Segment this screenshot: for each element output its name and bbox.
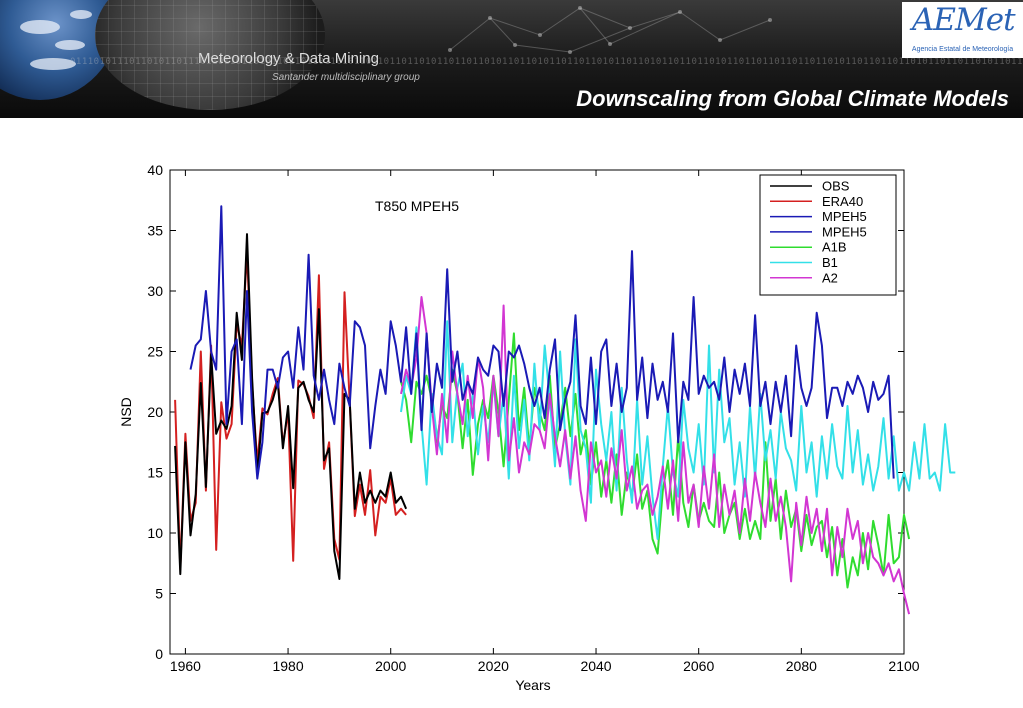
- x-tick-label: 2080: [786, 658, 817, 674]
- x-tick-label: 2100: [888, 658, 919, 674]
- x-axis-label: Years: [515, 677, 550, 693]
- brand-title: Meteorology & Data Mining: [198, 50, 379, 67]
- y-axis-label: NSD: [118, 397, 134, 427]
- y-tick-label: 40: [147, 162, 163, 178]
- logo-subtext: Agencia Estatal de Meteorología: [911, 46, 1014, 53]
- legend-label-b1: B1: [822, 255, 838, 270]
- series-line-a1b: [400, 332, 911, 589]
- axis-ticks: 1960 1980 2000 2020 2040 2060 2080 210005101520…: [147, 162, 919, 674]
- y-tick-label: 15: [147, 465, 163, 481]
- x-tick-label: 2000: [375, 658, 406, 674]
- series-lines: [174, 205, 956, 615]
- series-line-obs: [174, 233, 408, 580]
- y-tick-label: 20: [147, 404, 163, 420]
- series-line-mpeh5: [189, 205, 895, 480]
- x-tick-label: 1960: [170, 658, 201, 674]
- header-banner: 0111010111011010110111011011011010110110…: [0, 0, 1023, 118]
- x-tick-label: 1980: [272, 658, 303, 674]
- y-tick-label: 35: [147, 223, 163, 239]
- legend-label-era40: ERA40: [822, 194, 863, 209]
- series-line-a2: [400, 296, 911, 615]
- binary-pattern: 0111010111011010110111011011011010110110…: [70, 57, 1023, 67]
- network-graph-icon: [448, 6, 772, 54]
- x-tick-label: 2020: [478, 658, 509, 674]
- x-tick-label: 2060: [683, 658, 714, 674]
- slide-subtitle: Downscaling from Global Climate Models: [576, 86, 1009, 111]
- legend-label-a2: A2: [822, 270, 838, 285]
- series-line-era40: [174, 250, 407, 571]
- y-tick-label: 25: [147, 344, 163, 360]
- brand-subtitle: Santander multidisciplinary group: [272, 72, 420, 83]
- logo-mark: AEMet: [912, 2, 1016, 38]
- legend-label-a1b: A1B: [822, 240, 847, 255]
- legend-label-mpeh5: MPEH5: [822, 224, 867, 239]
- y-tick-label: 10: [147, 525, 163, 541]
- y-tick-label: 5: [155, 586, 163, 602]
- y-tick-label: 30: [147, 283, 163, 299]
- chart-annotation: T850 MPEH5: [375, 198, 459, 214]
- aemet-logo: AEMet Agencia Estatal de Meteorología: [902, 2, 1023, 58]
- y-tick-label: 0: [155, 646, 163, 662]
- legend-box: [759, 174, 897, 296]
- legend-label-obs: OBS: [822, 179, 850, 194]
- legend-label-mpeh5: MPEH5: [822, 209, 867, 224]
- x-tick-label: 2040: [580, 658, 611, 674]
